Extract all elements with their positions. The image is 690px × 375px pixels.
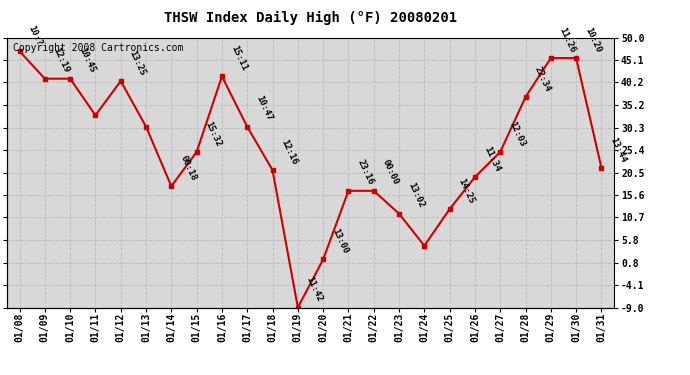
Text: 11:42: 11:42 (305, 275, 324, 303)
Text: THSW Index Daily High (°F) 20080201: THSW Index Daily High (°F) 20080201 (164, 11, 457, 26)
Text: 00:00: 00:00 (381, 159, 400, 187)
Text: 00:18: 00:18 (178, 154, 198, 182)
Text: 10:20: 10:20 (583, 26, 602, 54)
Text: 10:47: 10:47 (254, 94, 274, 123)
Text: 13:02: 13:02 (406, 182, 426, 210)
Text: 10:?: 10:? (26, 24, 43, 47)
Text: Copyright 2008 Cartronics.com: Copyright 2008 Cartronics.com (13, 43, 184, 53)
Text: 12:19: 12:19 (52, 46, 71, 75)
Text: 22:34: 22:34 (533, 64, 552, 93)
Text: 14:25: 14:25 (457, 177, 476, 205)
Text: 12:16: 12:16 (279, 138, 299, 166)
Text: 10:45: 10:45 (77, 46, 97, 75)
Text: 13:00: 13:00 (330, 227, 350, 255)
Text: 23:16: 23:16 (355, 159, 375, 187)
Text: 11:26: 11:26 (558, 26, 578, 54)
Text: 13:44: 13:44 (609, 136, 628, 164)
Text: 13:25: 13:25 (128, 49, 147, 77)
Text: 15:11: 15:11 (229, 44, 248, 72)
Text: 11:34: 11:34 (482, 145, 502, 173)
Text: 12:03: 12:03 (507, 120, 526, 148)
Text: 15:32: 15:32 (204, 120, 223, 148)
